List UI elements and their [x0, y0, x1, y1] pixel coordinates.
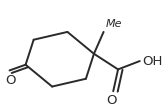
Text: O: O: [5, 74, 16, 87]
Text: Me: Me: [106, 19, 123, 29]
Text: O: O: [106, 94, 117, 107]
Text: OH: OH: [142, 55, 162, 68]
